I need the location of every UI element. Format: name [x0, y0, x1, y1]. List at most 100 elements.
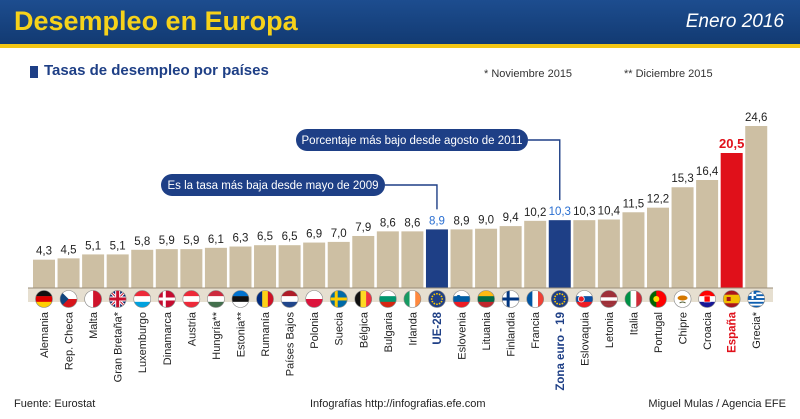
value-label-lituania: 9,0 [478, 215, 494, 227]
category-label-belgica: Bélgica [358, 311, 370, 348]
category-label-suecia: Suecia [334, 311, 346, 346]
category-label-polonia: Polonia [309, 311, 321, 349]
flag-alemania-icon [35, 290, 53, 308]
flag-rumania-icon [256, 290, 274, 308]
bar-finlandia [499, 226, 522, 288]
flag-dinamarca-icon [158, 290, 176, 308]
category-label-luxemburgo: Luxemburgo [137, 312, 149, 373]
bar-eslovenia [450, 229, 473, 288]
category-label-bulgaria: Bulgaria [383, 311, 395, 352]
bar-grecia [745, 126, 768, 288]
bar-croacia [696, 180, 719, 288]
footer-credit: Miguel Mulas / Agencia EFE [648, 398, 786, 410]
flag-chipre-icon [673, 290, 692, 308]
flag-croacia-icon [698, 290, 716, 308]
note-november: * Noviembre 2015 [484, 68, 573, 80]
value-label-polonia: 6,9 [306, 229, 322, 241]
category-label-irlanda: Irlanda [407, 311, 419, 346]
flag-espana-icon [722, 290, 741, 308]
bar-polonia [303, 242, 326, 288]
flag-zona-euro-19-icon [550, 290, 569, 308]
bar-paises-bajos [278, 245, 301, 288]
bar-ue-28 [425, 229, 448, 288]
subtitle-marker [30, 66, 38, 78]
flag-irlanda-icon [403, 290, 422, 308]
bar-belgica [352, 235, 375, 288]
category-label-finlandia: Finlandia [506, 311, 518, 357]
value-label-chipre: 15,3 [671, 173, 693, 185]
bar-francia [524, 220, 547, 288]
svg-text:Es la tasa más baja desde mayo: Es la tasa más baja desde mayo de 2009 [168, 180, 379, 192]
bar-zona-euro-19 [548, 220, 571, 288]
flag-eslovenia-icon [452, 290, 471, 308]
page-title: Desempleo en Europa [14, 6, 298, 36]
footer-source: Fuente: Eurostat [14, 398, 96, 410]
value-label-finlandia: 9,4 [503, 212, 520, 224]
flag-malta-icon [84, 290, 102, 308]
category-label-eslovaquia: Eslovaquia [579, 311, 591, 366]
category-label-alemania: Alemania [39, 311, 51, 358]
header-bar: Desempleo en Europa Enero 2016 [0, 0, 800, 48]
value-label-zona-euro-19: 10,3 [549, 206, 571, 218]
value-label-dinamarca: 5,9 [159, 235, 175, 247]
value-label-ue-28: 8,9 [429, 215, 445, 227]
flag-gran-bretana-icon [108, 290, 127, 308]
callout-ue28: Es la tasa más baja desde mayo de 2009 [161, 174, 438, 210]
flag-polonia-icon [305, 290, 323, 308]
bar-portugal [647, 207, 669, 288]
value-label-croacia: 16,4 [696, 166, 719, 178]
flag-grecia-icon [747, 290, 766, 308]
category-label-eslovenia: Eslovenia [457, 311, 469, 360]
value-label-letonia: 10,4 [598, 206, 621, 218]
bar-dinamarca [155, 249, 178, 288]
bar-bulgaria [376, 231, 399, 288]
category-label-estonia: Estonia** [235, 311, 247, 357]
category-label-malta: Malta [88, 311, 100, 339]
flag-italia-icon [624, 290, 643, 308]
bar-letonia [597, 219, 620, 288]
callout-eurozone: Porcentaje más bajo desde agosto de 2011 [296, 129, 561, 201]
flag-lituania-icon [477, 290, 495, 308]
bar-espana [720, 153, 743, 288]
bar-hungria [204, 247, 227, 288]
category-label-paises-bajos: Países Bajos [285, 312, 297, 377]
flag-luxemburgo-icon [133, 290, 152, 308]
category-label-rumania: Rumanía [260, 311, 272, 357]
svg-text:Porcentaje más bajo desde agos: Porcentaje más bajo desde agosto de 2011 [302, 135, 523, 147]
value-label-suecia: 7,0 [331, 228, 347, 240]
value-label-belgica: 7,9 [355, 222, 371, 234]
flag-estonia-icon [231, 290, 250, 308]
bar-luxemburgo [131, 249, 154, 288]
category-label-gran-bretana: Gran Bretaña* [113, 311, 125, 382]
bar-irlanda [401, 231, 424, 288]
value-label-malta: 5,1 [85, 240, 101, 252]
value-label-estonia: 6,3 [232, 233, 248, 245]
category-label-croacia: Croacia [702, 311, 714, 350]
category-label-lituania: Lituania [481, 311, 493, 350]
flag-hungria-icon [207, 290, 225, 308]
category-label-grecia: Grecia* [751, 311, 763, 348]
bar-eslovaquia [573, 220, 596, 288]
category-label-portugal: Portugal [653, 312, 665, 353]
category-label-chipre: Chipre [678, 312, 690, 344]
value-label-rumania: 6,5 [257, 231, 273, 243]
flag-francia-icon [526, 290, 545, 308]
value-label-espana: 20,5 [719, 136, 744, 151]
bar-estonia [229, 246, 252, 288]
flag-austria-icon [182, 290, 201, 308]
category-label-italia: Italia [628, 311, 640, 335]
value-label-francia: 10,2 [524, 207, 546, 219]
flag-ue-28-icon [428, 290, 446, 308]
bar-rumania [254, 245, 277, 288]
flag-bulgaria-icon [379, 290, 397, 308]
bar-austria [180, 249, 203, 288]
flag-rep-checa-icon [59, 290, 78, 308]
flag-paises-bajos-icon [280, 290, 299, 308]
footer-website: Infografías http://infografias.efe.com [310, 398, 486, 410]
value-label-bulgaria: 8,6 [380, 217, 396, 229]
value-label-rep-checa: 4,5 [61, 244, 77, 256]
category-label-rep-checa: Rep. Checa [64, 311, 76, 370]
value-label-eslovaquia: 10,3 [573, 206, 595, 218]
category-label-dinamarca: Dinamarca [162, 311, 174, 365]
